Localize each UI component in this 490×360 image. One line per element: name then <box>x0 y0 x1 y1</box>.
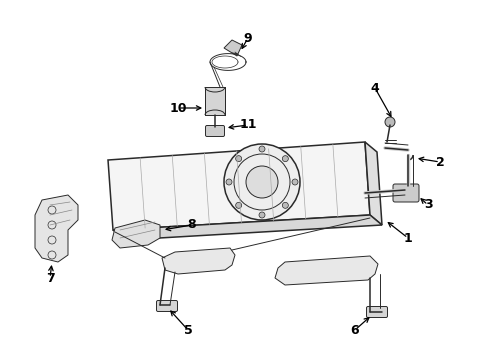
Text: 9: 9 <box>244 31 252 45</box>
Polygon shape <box>365 142 382 225</box>
Circle shape <box>224 144 300 220</box>
Polygon shape <box>275 256 378 285</box>
Text: 7: 7 <box>46 271 54 284</box>
Circle shape <box>259 146 265 152</box>
Circle shape <box>282 156 288 162</box>
Text: 5: 5 <box>184 324 193 337</box>
Text: 3: 3 <box>424 198 432 211</box>
Polygon shape <box>113 215 382 240</box>
Circle shape <box>292 179 298 185</box>
Polygon shape <box>35 195 78 262</box>
Text: 4: 4 <box>370 81 379 94</box>
Circle shape <box>236 202 242 208</box>
Circle shape <box>226 179 232 185</box>
Text: 8: 8 <box>188 219 196 231</box>
Polygon shape <box>224 40 242 56</box>
Polygon shape <box>162 248 235 274</box>
Polygon shape <box>205 87 225 115</box>
Text: 2: 2 <box>436 156 444 168</box>
Circle shape <box>236 156 242 162</box>
Text: 11: 11 <box>239 118 257 131</box>
Text: 10: 10 <box>169 102 187 114</box>
FancyBboxPatch shape <box>393 184 419 202</box>
Text: 1: 1 <box>404 231 413 244</box>
Circle shape <box>385 117 395 127</box>
Circle shape <box>282 202 288 208</box>
FancyBboxPatch shape <box>367 306 388 318</box>
Polygon shape <box>108 142 370 230</box>
FancyBboxPatch shape <box>156 301 177 311</box>
Circle shape <box>246 166 278 198</box>
Polygon shape <box>112 220 160 248</box>
Circle shape <box>259 212 265 218</box>
Text: 6: 6 <box>351 324 359 337</box>
FancyBboxPatch shape <box>205 126 224 136</box>
